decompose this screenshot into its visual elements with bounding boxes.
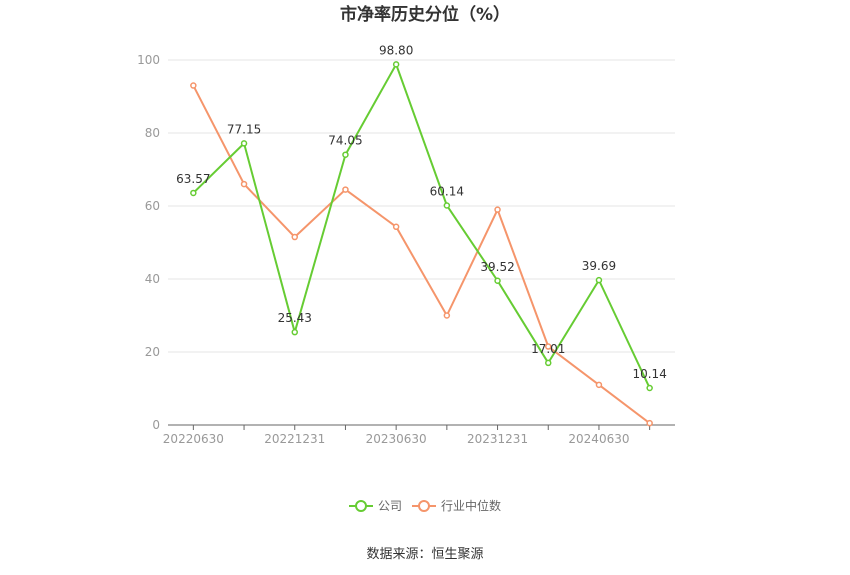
series-0-point[interactable] bbox=[342, 151, 349, 158]
y-tick-label: 60 bbox=[145, 199, 160, 213]
series-1-point[interactable] bbox=[595, 381, 603, 389]
legend-company-label: 公司 bbox=[378, 499, 402, 513]
source-text: 数据来源：恒生聚源 bbox=[366, 547, 483, 562]
y-tick-label: 40 bbox=[145, 272, 160, 286]
series-0-point[interactable] bbox=[392, 61, 400, 68]
series-1-point[interactable] bbox=[240, 180, 248, 188]
data-label: 77.15 bbox=[227, 122, 261, 136]
x-tick-label: 20240630 bbox=[568, 432, 629, 446]
data-label: 63.57 bbox=[176, 172, 210, 186]
x-tick-label: 20220630 bbox=[163, 432, 224, 446]
y-tick-label: 0 bbox=[152, 418, 160, 432]
series-line-0 bbox=[192, 63, 651, 389]
data-label: 10.14 bbox=[632, 367, 666, 381]
series-layer bbox=[190, 61, 653, 427]
series-line-1 bbox=[192, 85, 651, 424]
series-1-point[interactable] bbox=[291, 233, 298, 241]
series-0-point[interactable] bbox=[443, 202, 451, 209]
legend-industry-marker-icon bbox=[418, 500, 430, 512]
data-label: 39.52 bbox=[480, 260, 514, 274]
series-0-point[interactable] bbox=[646, 384, 653, 392]
legend-item-company[interactable]: 公司 bbox=[349, 499, 402, 513]
data-label: 98.80 bbox=[379, 43, 413, 57]
data-labels: 63.57 77.15 25.43 74.05 98.80 60.14 39.52 17.01… bbox=[176, 43, 667, 381]
y-tick-label: 80 bbox=[145, 126, 160, 140]
legend-company-marker-icon bbox=[355, 500, 367, 512]
series-0-point[interactable] bbox=[240, 140, 248, 147]
series-1-point[interactable] bbox=[443, 312, 451, 319]
series-0-point[interactable] bbox=[190, 189, 197, 197]
series-1-point[interactable] bbox=[190, 82, 197, 89]
series-0-point[interactable] bbox=[291, 328, 298, 336]
grid bbox=[168, 59, 675, 353]
series-0-point[interactable] bbox=[494, 277, 501, 285]
chart-title: 市净率历史分位（%） bbox=[340, 4, 510, 25]
data-label: 74.05 bbox=[328, 134, 362, 148]
series-1-point[interactable] bbox=[545, 343, 552, 350]
x-axis: 20220630 20221231 20230630 20231231 20240630 bbox=[163, 424, 675, 446]
series-0-point[interactable] bbox=[545, 359, 552, 367]
data-label: 60.14 bbox=[430, 184, 464, 198]
series-0-point[interactable] bbox=[595, 276, 603, 284]
x-tick-label: 20230630 bbox=[366, 432, 427, 446]
y-tick-label: 20 bbox=[145, 345, 160, 359]
series-1-point[interactable] bbox=[494, 206, 501, 213]
data-label: 39.69 bbox=[582, 259, 616, 273]
x-tick-label: 20231231 bbox=[467, 432, 528, 446]
legend-industry-label: 行业中位数 bbox=[441, 498, 501, 513]
legend: 公司 行业中位数 bbox=[349, 498, 501, 513]
legend-item-industry-median[interactable]: 行业中位数 bbox=[412, 498, 501, 513]
y-tick-label: 100 bbox=[137, 53, 160, 67]
data-label: 17.01 bbox=[531, 342, 565, 356]
series-1-point[interactable] bbox=[342, 186, 349, 193]
data-label: 25.43 bbox=[278, 311, 312, 325]
x-tick-label: 20221231 bbox=[264, 432, 325, 446]
series-1-point[interactable] bbox=[646, 419, 653, 427]
series-1-point[interactable] bbox=[392, 223, 400, 231]
y-axis: 0 20 40 60 80 100 bbox=[137, 53, 160, 432]
